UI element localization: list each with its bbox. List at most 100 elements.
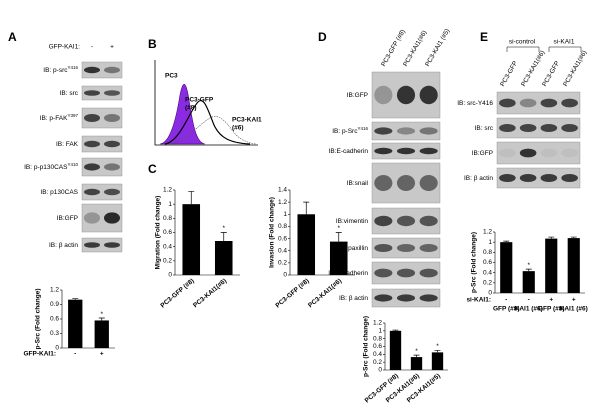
- blot-label-text: IB: FAK: [56, 141, 79, 148]
- band: [419, 175, 438, 191]
- y-tick-label: 1.2: [373, 320, 382, 327]
- band: [519, 124, 537, 132]
- band: [499, 98, 516, 108]
- band: [540, 148, 558, 158]
- blot-label-text: IB: p130CAS: [40, 189, 78, 196]
- blot-label: IB: src: [475, 125, 494, 132]
- blot: [371, 121, 441, 141]
- bar: [522, 271, 535, 293]
- row-title: si-KAI1:: [466, 297, 491, 304]
- band: [374, 85, 393, 105]
- band: [540, 124, 558, 132]
- blot: [81, 61, 123, 79]
- blot-label: IB:vimentin: [336, 218, 369, 225]
- band: [374, 147, 393, 155]
- significance: *: [415, 348, 418, 355]
- band: [419, 215, 438, 227]
- blot-label: IB: β actin: [49, 242, 78, 249]
- error-bar: [548, 236, 555, 239]
- blot: [81, 237, 123, 253]
- blot-label: IB: src-Y416: [457, 100, 493, 107]
- significance: *: [222, 225, 225, 232]
- blot-label-text: IB:E-cadherin: [329, 148, 369, 155]
- y-tick-label: 1: [283, 211, 287, 218]
- error-bar: [503, 240, 510, 243]
- blot-label-sup: Y416: [357, 126, 368, 131]
- row-label: -: [528, 297, 530, 304]
- band: [104, 163, 120, 171]
- y-tick-label: 0.2: [278, 260, 287, 267]
- blot-label-text: IB: p-FAK: [40, 115, 68, 122]
- y-axis-label: p-Src (Fold change): [363, 316, 370, 377]
- band: [499, 148, 516, 158]
- band: [84, 114, 100, 122]
- band: [84, 212, 100, 224]
- y-tick-label: 1.2: [163, 187, 172, 194]
- blot: [81, 157, 123, 177]
- band: [419, 244, 438, 252]
- panel-label: A: [8, 30, 17, 44]
- band: [374, 215, 393, 227]
- y-tick-label: 1: [378, 328, 382, 335]
- blot-label: IB: p130CAS: [40, 189, 78, 196]
- panel-label: D: [318, 30, 327, 44]
- error-bar: [98, 317, 105, 321]
- group-bracket: [548, 46, 582, 52]
- band: [499, 174, 516, 182]
- bar: [214, 241, 233, 275]
- x-axis-label: GFP-KAI1:: [24, 351, 57, 358]
- y-axis-label: Invasion (Fold change): [269, 197, 276, 268]
- lane-label: -: [91, 44, 93, 51]
- y-tick-label: 0.3: [50, 330, 59, 337]
- blot: [81, 183, 123, 201]
- band: [84, 242, 100, 248]
- x-tick-label: +: [100, 351, 104, 358]
- y-tick-label: 0.6: [278, 235, 287, 242]
- significance: *: [436, 343, 439, 350]
- band: [104, 140, 120, 148]
- panel-label: E: [480, 30, 488, 44]
- band: [84, 188, 100, 196]
- bar: [410, 357, 423, 370]
- y-tick-label: 0.9: [50, 301, 59, 308]
- error-bar: [525, 268, 532, 272]
- blot-label-sup: Y410: [67, 162, 78, 167]
- band: [561, 124, 578, 132]
- y-tick-label: 0.4: [483, 269, 492, 276]
- band: [374, 294, 393, 302]
- flow-histogram: [154, 60, 258, 146]
- blot-label: IB:GFP: [57, 215, 78, 222]
- blot-label-text: IB:N-cadherin: [328, 270, 368, 277]
- y-tick-label: 0.8: [163, 215, 172, 222]
- blot-label-sup: Y397: [67, 113, 78, 118]
- group-bracket: [506, 46, 540, 52]
- x-tick-label: KAI1 (#6): [515, 306, 543, 313]
- x-tick-label: GFP (#8): [493, 306, 520, 313]
- blot-label-sup: Y416: [67, 65, 78, 70]
- blot-label: IB:snail: [347, 180, 369, 187]
- blot-label: IB: src: [60, 90, 79, 97]
- band: [84, 90, 100, 96]
- bar: [182, 204, 201, 275]
- lane-header: GFP-KAI1:: [49, 44, 81, 51]
- blot-label: IB: FAK: [56, 141, 79, 148]
- band: [396, 294, 416, 302]
- band: [519, 174, 537, 182]
- y-tick-label: 1.2: [483, 229, 492, 236]
- flow-label: PC3: [165, 73, 178, 80]
- blot-label: IB:GFP: [347, 92, 368, 99]
- blot-label: IB:N-cadherin: [328, 270, 368, 277]
- blot-label-text: IB: β actin: [339, 295, 368, 302]
- bar: [94, 320, 109, 348]
- y-axis-label: p-Src (Fold change): [35, 288, 42, 349]
- band: [374, 268, 393, 278]
- bar: [389, 330, 402, 370]
- bar: [329, 241, 348, 275]
- blot-label: IB: p-p130CASY410: [24, 162, 78, 171]
- error-bar: [570, 236, 577, 239]
- blot-label: IB: β actin: [339, 295, 368, 302]
- bar: [297, 214, 316, 275]
- y-tick-label: 1.4: [278, 187, 287, 194]
- blot-label-text: IB:GFP: [347, 92, 368, 99]
- blot-label-text: IB:GFP: [472, 150, 493, 157]
